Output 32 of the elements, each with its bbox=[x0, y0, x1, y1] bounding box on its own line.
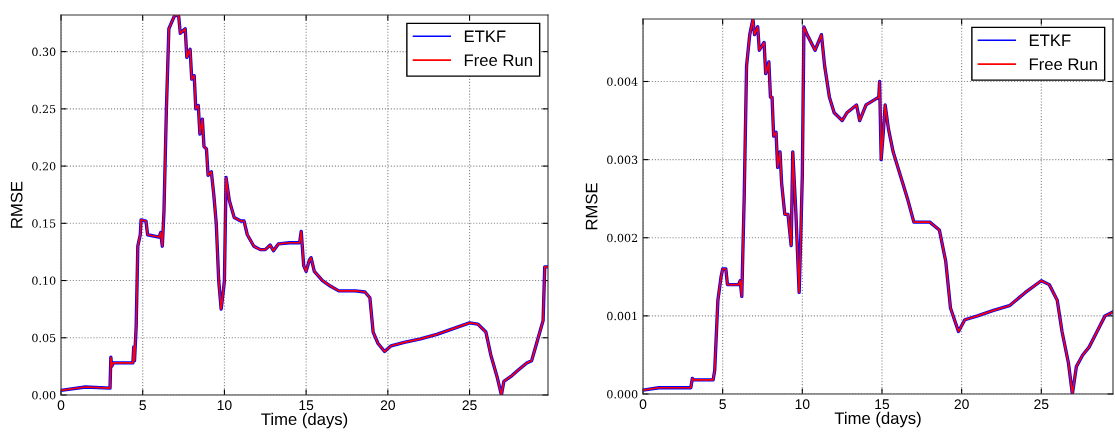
y-tick-label: 0.003 bbox=[607, 155, 638, 164]
y-tick-label: 0.001 bbox=[607, 311, 637, 321]
y-tick-label: 0.15 bbox=[32, 219, 56, 228]
legend-label: Free Run bbox=[464, 54, 532, 67]
y-tick-label: 0.004 bbox=[607, 77, 638, 86]
legend-label: Free Run bbox=[1029, 58, 1097, 71]
y-tick-label: 0.00 bbox=[32, 390, 56, 400]
y-tick-label: 0.20 bbox=[32, 162, 56, 171]
x-tick-label: 15 bbox=[875, 399, 890, 410]
x-tick-label: 0 bbox=[639, 399, 647, 410]
y-tick-label: 0.000 bbox=[607, 389, 638, 399]
x-tick-label: 10 bbox=[217, 400, 232, 411]
x-tick-label: 25 bbox=[1034, 399, 1049, 410]
x-tick-label: 5 bbox=[139, 400, 146, 411]
x-axis-title: Time (days) bbox=[834, 411, 921, 428]
y-tick-label: 0.05 bbox=[32, 333, 56, 343]
x-axis-title: Time (days) bbox=[261, 412, 348, 429]
legend-label: ETKF bbox=[1029, 34, 1071, 47]
y-axis-title: RMSE bbox=[10, 181, 23, 228]
y-tick-label: 0.30 bbox=[32, 47, 56, 57]
x-tick-label: 15 bbox=[299, 400, 314, 411]
x-tick-label: 20 bbox=[380, 400, 396, 411]
x-tick-label: 0 bbox=[57, 400, 65, 411]
y-tick-label: 0.002 bbox=[607, 233, 638, 243]
y-axis-title: RMSE bbox=[585, 183, 598, 230]
legend-label: ETKF bbox=[464, 30, 506, 43]
y-tick-label: 0.25 bbox=[32, 104, 56, 114]
x-tick-label: 10 bbox=[795, 399, 810, 410]
x-tick-label: 25 bbox=[462, 400, 477, 411]
x-tick-label: 5 bbox=[719, 399, 726, 410]
y-tick-label: 0.10 bbox=[32, 276, 56, 285]
x-tick-label: 20 bbox=[954, 399, 969, 410]
